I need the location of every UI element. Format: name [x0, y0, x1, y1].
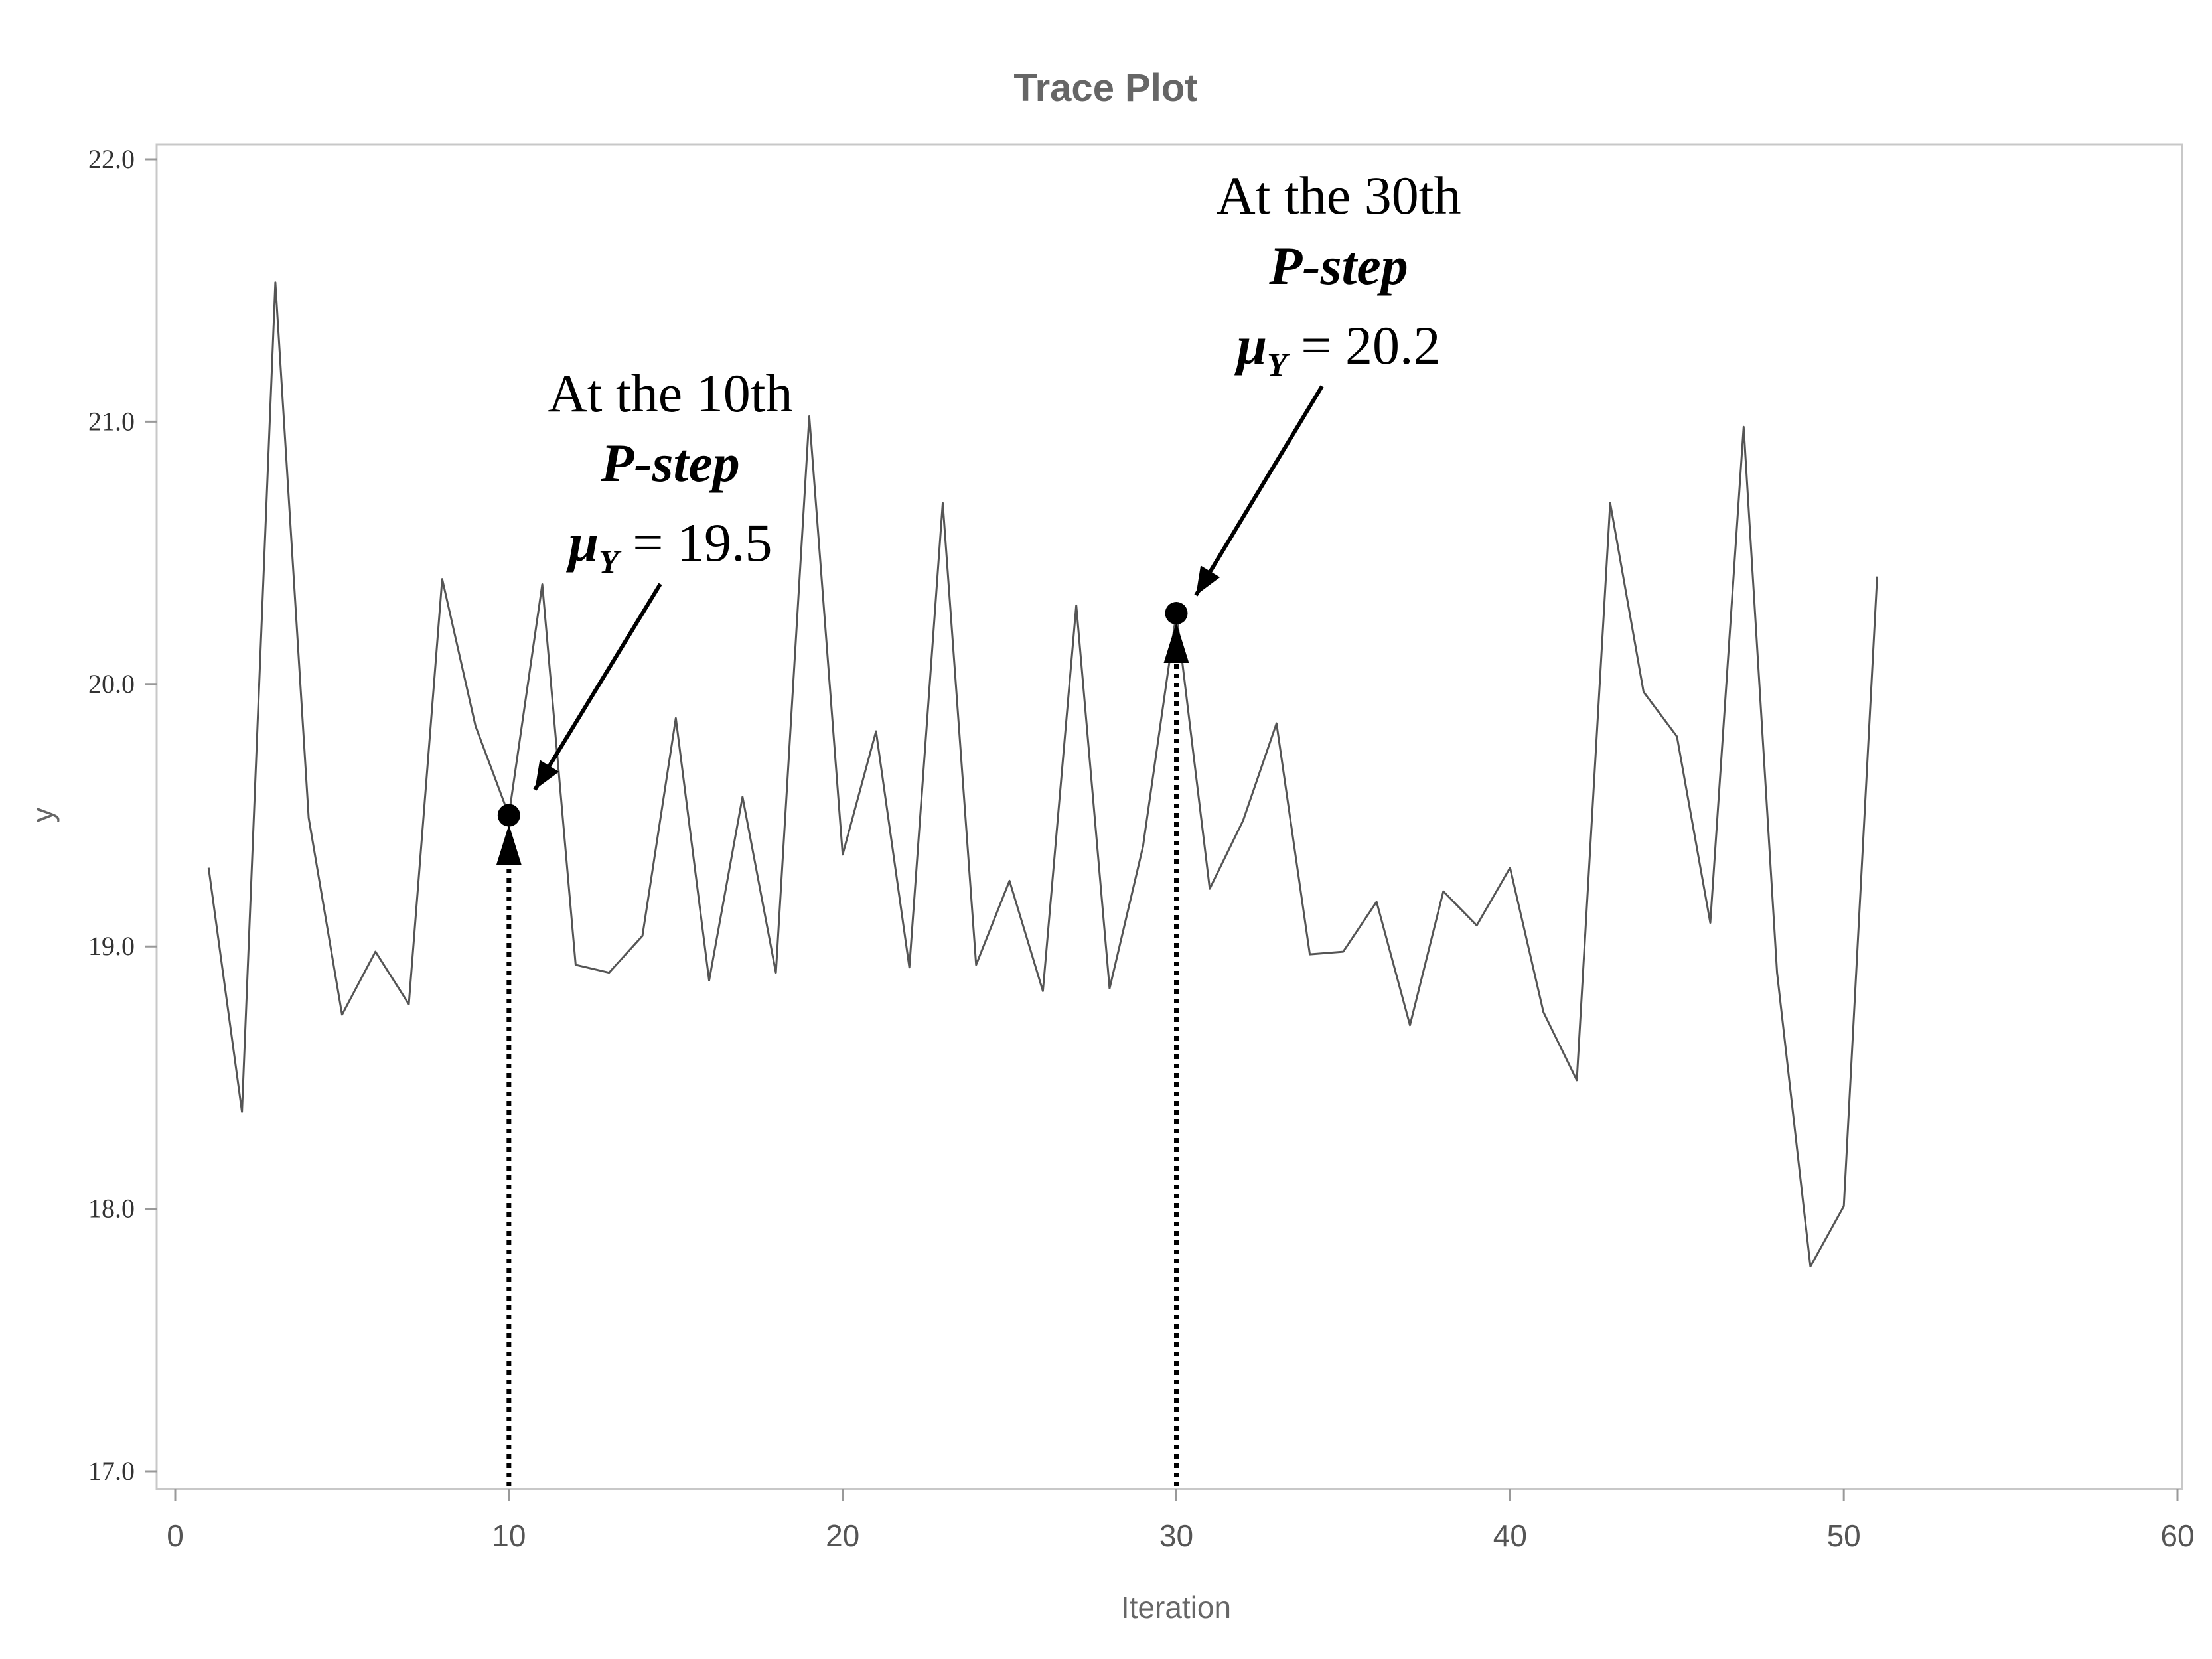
mu-subscript: Y: [1267, 346, 1290, 383]
annotation-line1-p30: At the 30th: [1217, 165, 1461, 226]
x-axis: 0 10 20 30 40 50 60: [167, 1489, 2195, 1553]
marker-p30: [1165, 602, 1188, 625]
pointer-triangle-p30: [1163, 622, 1189, 664]
annotation-line2-p30: P-step: [1268, 236, 1408, 296]
arrow-head-p10: [535, 760, 559, 790]
mu-symbol: μ: [1234, 315, 1268, 376]
x-tick-label: 20: [826, 1518, 859, 1553]
x-tick-label: 40: [1493, 1518, 1527, 1553]
series-line-y: [207, 281, 1878, 1268]
annotation-line3-p10: μY = 19.5: [566, 512, 773, 580]
mu-subscript: Y: [599, 543, 622, 580]
x-tick-label: 10: [492, 1518, 526, 1553]
x-axis-label: Iteration: [1121, 1590, 1231, 1624]
arrow-head-p30: [1196, 565, 1220, 595]
plot-frame: [155, 143, 2183, 1490]
y-tick-label: 17.0: [88, 1456, 135, 1486]
chart-title: Trace Plot: [1013, 66, 1197, 109]
annotation-line2-p10: P-step: [600, 433, 739, 493]
y-tick-label: 21.0: [88, 406, 135, 436]
arrow-line-p10: [533, 583, 662, 791]
y-tick-label: 20.0: [88, 669, 135, 699]
y-axis: 17.0 18.0 19.0 20.0 21.0 22.0: [88, 144, 157, 1486]
series-layer: [207, 281, 1878, 1268]
y-tick-label: 18.0: [88, 1194, 135, 1224]
y-axis-label: y: [25, 808, 60, 823]
x-tick-label: 0: [167, 1518, 184, 1553]
y-tick-label: 19.0: [88, 931, 135, 961]
x-tick-label: 60: [2160, 1518, 2194, 1553]
x-tick-label: 50: [1827, 1518, 1861, 1553]
mu-symbol: μ: [566, 512, 599, 573]
x-tick-label: 30: [1159, 1518, 1193, 1553]
annotation-line1-p10: At the 10th: [548, 363, 793, 423]
y-tick-label: 22.0: [88, 144, 135, 174]
arrow-line-p30: [1194, 385, 1324, 597]
annotation-line3-p30: μY = 20.2: [1234, 315, 1441, 383]
marker-p10: [497, 804, 520, 827]
pointer-triangle-p10: [496, 824, 522, 865]
mu-value: = 20.2: [1288, 315, 1441, 376]
mu-value: = 19.5: [619, 512, 773, 573]
